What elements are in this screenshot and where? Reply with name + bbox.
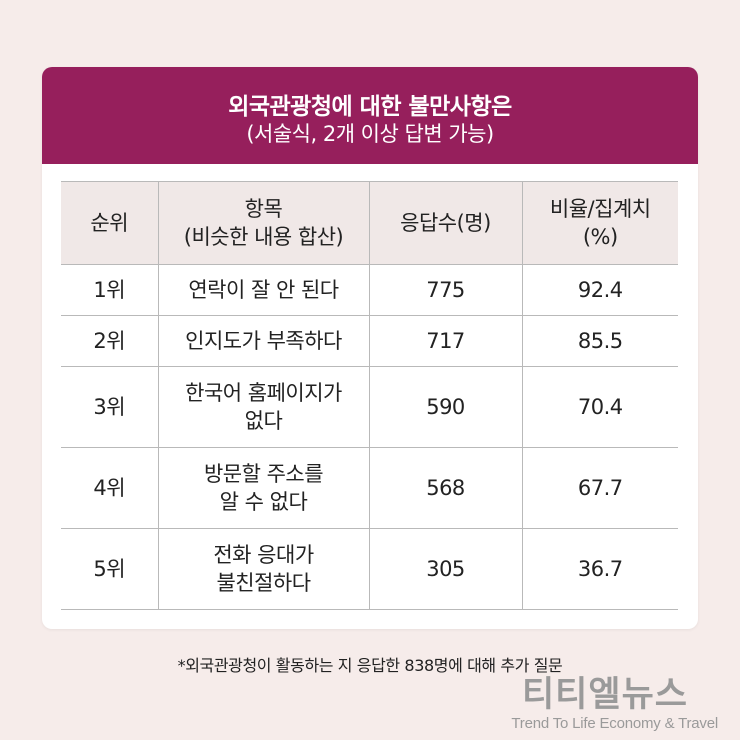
column-header-item: 항목 (비슷한 내용 합산) xyxy=(157,181,370,265)
item-text: 알 수 없다 xyxy=(219,490,308,514)
table-header-row: 순위 항목 (비슷한 내용 합산) 응답수(명) 비율/집계치 (%) xyxy=(61,181,678,265)
column-header-ratio: 비율/집계치 (%) xyxy=(521,181,678,265)
count-cell: 568 xyxy=(368,447,523,529)
item-cell: 방문할 주소를 알 수 없다 xyxy=(157,447,370,529)
card-subtitle: (서술식, 2개 이상 답변 가능) xyxy=(246,122,494,146)
item-text: 한국어 홈페이지가 xyxy=(185,381,342,405)
item-cell: 인지도가 부족하다 xyxy=(157,315,370,367)
table-row: 2위 인지도가 부족하다 717 85.5 xyxy=(61,315,678,367)
brand-name: 티티엘뉴스 xyxy=(521,675,688,715)
rank-cell: 4위 xyxy=(61,447,159,529)
item-text: 없다 xyxy=(244,409,283,433)
column-header-sublabel: (비슷한 내용 합산) xyxy=(183,225,344,249)
brand-logo: 티티엘뉴스 Trend To Life Economy & Travel xyxy=(511,676,718,734)
table-row: 1위 연락이 잘 안 된다 775 92.4 xyxy=(61,264,678,316)
table-row: 4위 방문할 주소를 알 수 없다 568 67.7 xyxy=(61,447,678,529)
rank-cell: 5위 xyxy=(61,528,159,610)
table-row: 3위 한국어 홈페이지가 없다 590 70.4 xyxy=(61,366,678,448)
item-text: 방문할 주소를 xyxy=(203,462,324,486)
count-cell: 717 xyxy=(368,315,523,367)
ratio-cell: 70.4 xyxy=(521,366,678,448)
footnote: *외국관광청이 활동하는 지 응답한 838명에 대해 추가 질문 xyxy=(177,656,563,675)
table-row: 5위 전화 응대가 불친절하다 305 36.7 xyxy=(61,528,678,610)
count-cell: 590 xyxy=(368,366,523,448)
brand-tagline: Trend To Life Economy & Travel xyxy=(511,715,718,732)
survey-card: 외국관광청에 대한 불만사항은 (서술식, 2개 이상 답변 가능) 순위 항목… xyxy=(42,67,698,629)
rank-cell: 3위 xyxy=(61,366,159,448)
item-cell: 연락이 잘 안 된다 xyxy=(157,264,370,316)
column-header-label: 응답수(명) xyxy=(400,211,491,235)
ratio-cell: 85.5 xyxy=(521,315,678,367)
column-header-count: 응답수(명) xyxy=(368,181,523,265)
column-header-label: 비율/집계치 xyxy=(549,197,651,221)
column-header-sublabel: (%) xyxy=(582,225,618,249)
rank-cell: 1위 xyxy=(61,264,159,316)
count-cell: 305 xyxy=(368,528,523,610)
ratio-cell: 36.7 xyxy=(521,528,678,610)
ratio-cell: 67.7 xyxy=(521,447,678,529)
rank-cell: 2위 xyxy=(61,315,159,367)
item-text: 불친절하다 xyxy=(216,571,311,595)
item-cell: 전화 응대가 불친절하다 xyxy=(157,528,370,610)
survey-table: 순위 항목 (비슷한 내용 합산) 응답수(명) 비율/집계치 (%) 1위 xyxy=(61,181,678,610)
item-text: 인지도가 부족하다 xyxy=(185,329,342,353)
ratio-cell: 92.4 xyxy=(521,264,678,316)
card-title: 외국관광청에 대한 불만사항은 xyxy=(228,94,512,120)
card-header: 외국관광청에 대한 불만사항은 (서술식, 2개 이상 답변 가능) xyxy=(42,67,698,164)
column-header-label: 항목 xyxy=(244,197,283,221)
count-cell: 775 xyxy=(368,264,523,316)
item-text: 전화 응대가 xyxy=(213,543,314,567)
column-header-label: 순위 xyxy=(90,211,129,235)
item-text: 연락이 잘 안 된다 xyxy=(188,278,339,302)
column-header-rank: 순위 xyxy=(61,181,159,265)
item-cell: 한국어 홈페이지가 없다 xyxy=(157,366,370,448)
